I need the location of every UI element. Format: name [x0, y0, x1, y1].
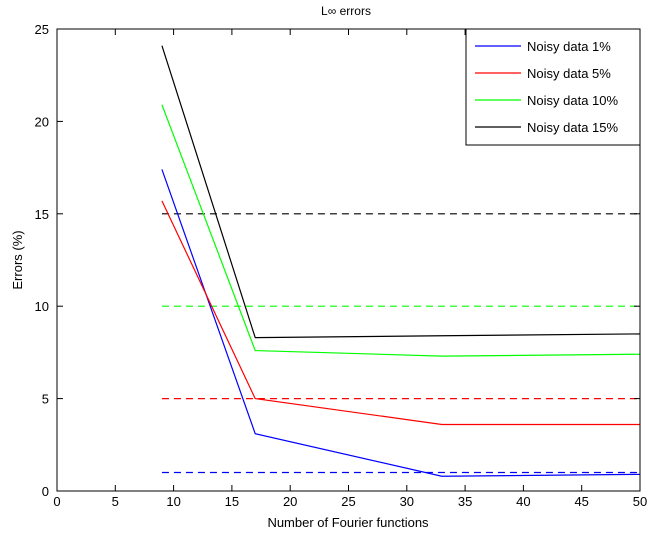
x-tick-label: 5	[112, 494, 119, 509]
y-axis-label: Errors (%)	[10, 230, 25, 289]
chart-title: L∞ errors	[321, 4, 371, 18]
x-axis-label: Number of Fourier functions	[267, 515, 429, 530]
legend-label: Noisy data 10%	[527, 93, 618, 108]
x-tick-label: 15	[225, 494, 239, 509]
x-tick-label: 10	[166, 494, 180, 509]
y-tick-label: 0	[42, 484, 49, 499]
x-tick-label: 0	[53, 494, 60, 509]
x-tick-label: 45	[574, 494, 588, 509]
x-tick-label: 50	[633, 494, 647, 509]
y-tick-label: 5	[42, 392, 49, 407]
y-tick-label: 25	[35, 22, 49, 37]
y-tick-label: 20	[35, 114, 49, 129]
x-tick-label: 25	[341, 494, 355, 509]
legend-label: Noisy data 1%	[527, 39, 611, 54]
legend: Noisy data 1% Noisy data 5% Noisy data 10%…	[466, 29, 640, 145]
x-tick-label: 35	[458, 494, 472, 509]
y-tick-label: 10	[35, 299, 49, 314]
legend-label: Noisy data 15%	[527, 120, 618, 135]
y-tick-label: 15	[35, 207, 49, 222]
x-tick-label: 30	[400, 494, 414, 509]
legend-label: Noisy data 5%	[527, 66, 611, 81]
x-tick-label: 20	[283, 494, 297, 509]
x-tick-label: 40	[516, 494, 530, 509]
